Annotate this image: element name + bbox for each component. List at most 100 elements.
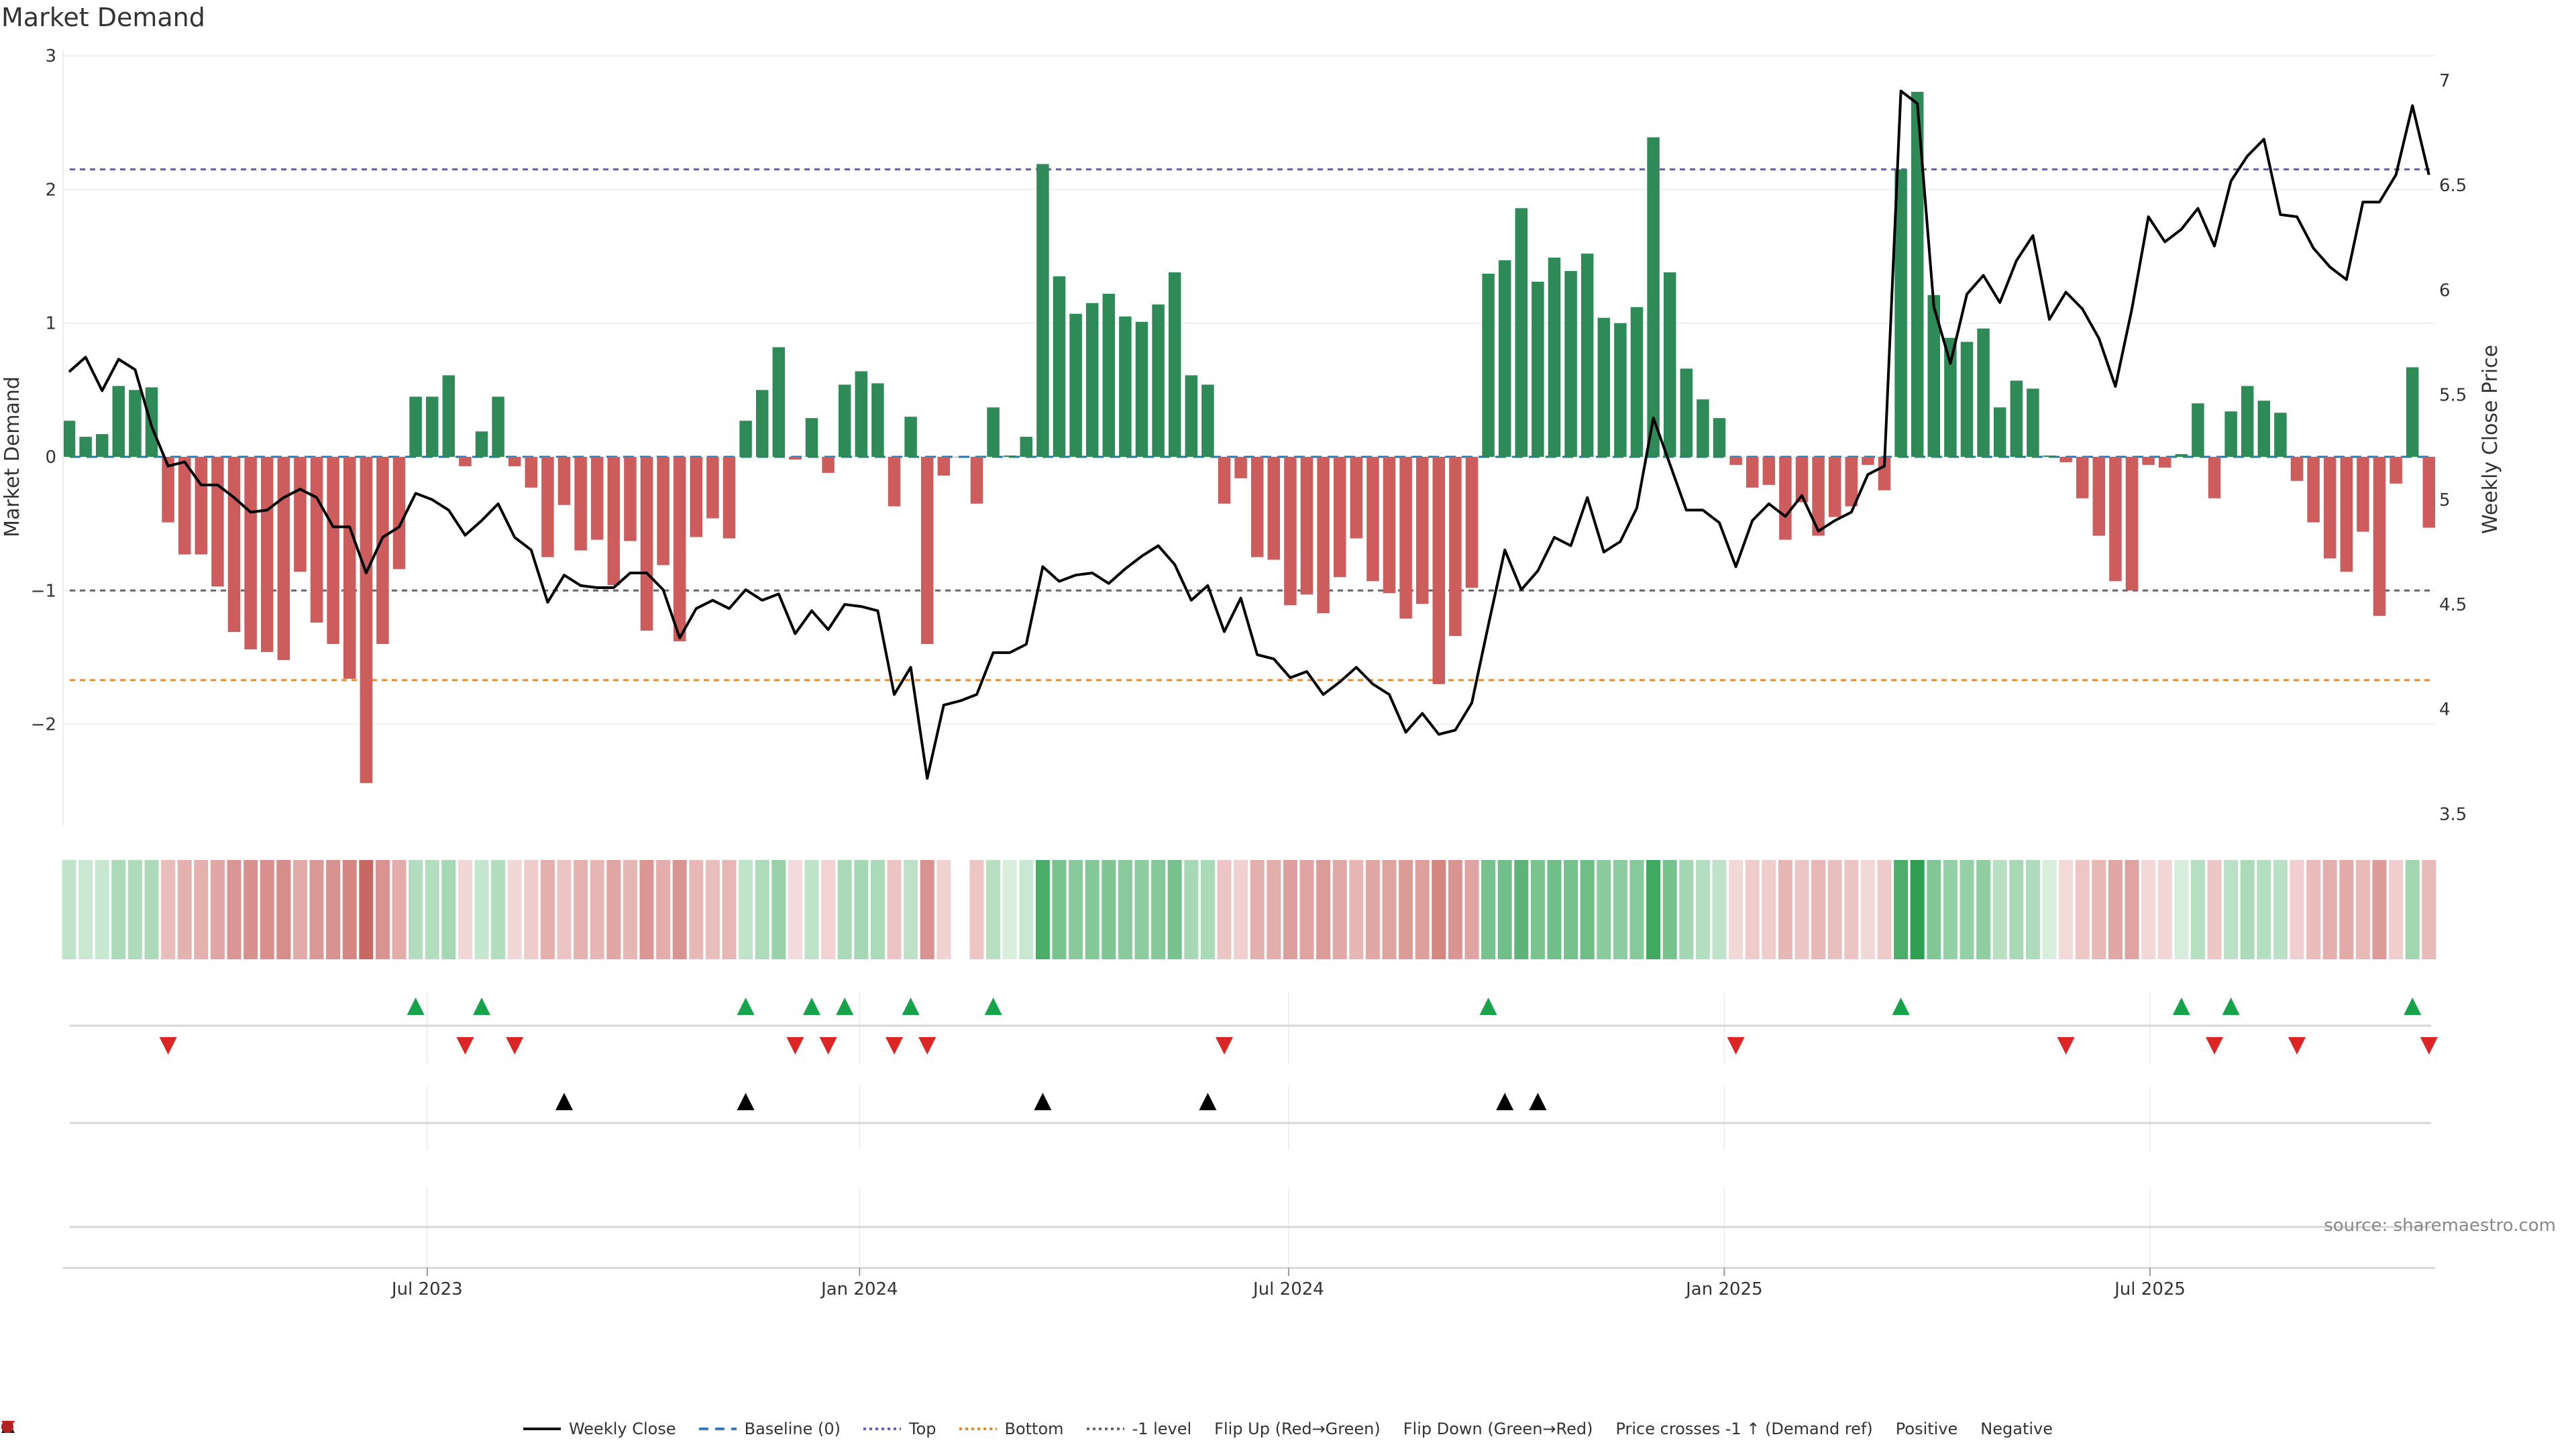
- heat-cell: [194, 860, 209, 959]
- demand-bar: [954, 457, 967, 458]
- demand-bar: [178, 457, 191, 555]
- heat-cell: [1729, 860, 1743, 959]
- heat-cell: [474, 860, 489, 959]
- left-tick-label: −1: [31, 581, 56, 601]
- demand-bar: [557, 457, 571, 505]
- legend-item-top: Top: [863, 1419, 936, 1438]
- flip-up-marker: [984, 998, 1002, 1015]
- heat-cell: [1399, 860, 1413, 959]
- heat-cell: [904, 860, 918, 959]
- heat-cell: [491, 860, 506, 959]
- heat-cell: [2190, 860, 2205, 959]
- heat-cell: [210, 860, 225, 959]
- heat-cell: [755, 860, 769, 959]
- legend-label: Top: [909, 1419, 936, 1438]
- demand-bar: [79, 437, 92, 457]
- heat-cell: [1052, 860, 1067, 959]
- demand-bar: [2390, 457, 2402, 484]
- heat-cell: [2339, 860, 2354, 959]
- heat-cell: [2042, 860, 2057, 959]
- demand-bar: [277, 457, 290, 660]
- heat-cell: [689, 860, 704, 959]
- solid-line-icon: [523, 1428, 561, 1430]
- flip-down-marker: [2288, 1037, 2306, 1055]
- heat-cell: [1102, 860, 1116, 959]
- flip-up-marker: [1892, 998, 1910, 1015]
- heat-cell: [1134, 860, 1149, 959]
- heat-cell: [507, 860, 522, 959]
- demand-bar: [1300, 457, 1313, 595]
- demand-bar: [1697, 399, 1709, 457]
- heat-cell: [1580, 860, 1595, 959]
- demand-bar: [244, 457, 257, 649]
- demand-bar: [2340, 457, 2353, 572]
- right-axis-label: Weekly Close Price: [2479, 345, 2502, 534]
- heat-cell: [969, 860, 984, 959]
- demand-bar: [2323, 457, 2337, 559]
- heat-cell: [1167, 860, 1182, 959]
- demand-bar: [1812, 457, 1825, 536]
- demand-bar: [624, 457, 637, 541]
- flip-down-marker: [885, 1037, 903, 1055]
- heat-cell: [2092, 860, 2106, 959]
- demand-bar: [294, 457, 307, 572]
- heat-cell: [2174, 860, 2189, 959]
- demand-bar: [2059, 457, 2072, 462]
- flip-down-marker: [2206, 1037, 2223, 1055]
- heat-cell: [1679, 860, 1694, 959]
- heat-cell: [1217, 860, 1232, 959]
- flip-up-marker: [2172, 998, 2190, 1015]
- heat-cell: [920, 860, 934, 959]
- legend-item-weekly-close: Weekly Close: [523, 1419, 676, 1438]
- right-tick-label: 5.5: [2439, 386, 2467, 406]
- flip-down-marker: [918, 1037, 936, 1055]
- heat-cell: [425, 860, 439, 959]
- legend-item-positive: Positive: [1, 1419, 1957, 1438]
- demand-bar: [590, 457, 604, 540]
- heat-cell: [639, 860, 654, 959]
- demand-bar: [2092, 457, 2106, 536]
- heat-cell: [375, 860, 390, 959]
- demand-bar: [1878, 457, 1891, 490]
- demand-bar: [1168, 272, 1181, 457]
- demand-bar: [227, 457, 241, 633]
- heat-cell: [870, 860, 885, 959]
- axes: Jul 2023 Jan 2024 Jul 2024 Jan 2025 Jul 2025…: [1, 46, 2502, 1299]
- demand-bar: [211, 457, 224, 587]
- demand-bar: [1317, 457, 1330, 614]
- demand-bar: [1862, 457, 1874, 465]
- left-tick-label: −2: [31, 715, 56, 735]
- demand-bar: [1548, 258, 1561, 457]
- heat-cell: [260, 860, 274, 959]
- heat-cell: [227, 860, 241, 959]
- heat-cell: [1827, 860, 1842, 959]
- heat-cell: [127, 860, 142, 959]
- x-tick-label: Jul 2024: [1252, 1279, 1324, 1299]
- heat-cell: [111, 860, 126, 959]
- demand-bar: [1218, 457, 1231, 504]
- demand-bar: [360, 457, 373, 784]
- demand-bar: [2125, 457, 2139, 591]
- demand-bar: [2422, 457, 2436, 528]
- heat-cell: [821, 860, 836, 959]
- heat-cell: [1316, 860, 1331, 959]
- demand-bar: [1944, 337, 1957, 457]
- dotted-line-icon: [863, 1428, 901, 1430]
- heat-cell: [1497, 860, 1512, 959]
- heat-cell: [1250, 860, 1265, 959]
- left-tick-label: 2: [45, 180, 56, 200]
- flip-up-marker: [836, 998, 854, 1015]
- demand-bar: [1135, 321, 1148, 457]
- legend-label: Negative: [1980, 1419, 2053, 1438]
- legend-label: Bottom: [1004, 1419, 1064, 1438]
- flip-down-marker: [506, 1037, 524, 1055]
- demand-bar: [1366, 457, 1379, 582]
- demand-bar: [1746, 457, 1759, 488]
- left-axis-label: Market Demand: [1, 376, 24, 537]
- right-tick-label: 7: [2439, 71, 2451, 91]
- demand-bar: [541, 457, 554, 557]
- demand-bar: [657, 457, 669, 566]
- heat-cell: [1085, 860, 1099, 959]
- heat-cell: [1992, 860, 2007, 959]
